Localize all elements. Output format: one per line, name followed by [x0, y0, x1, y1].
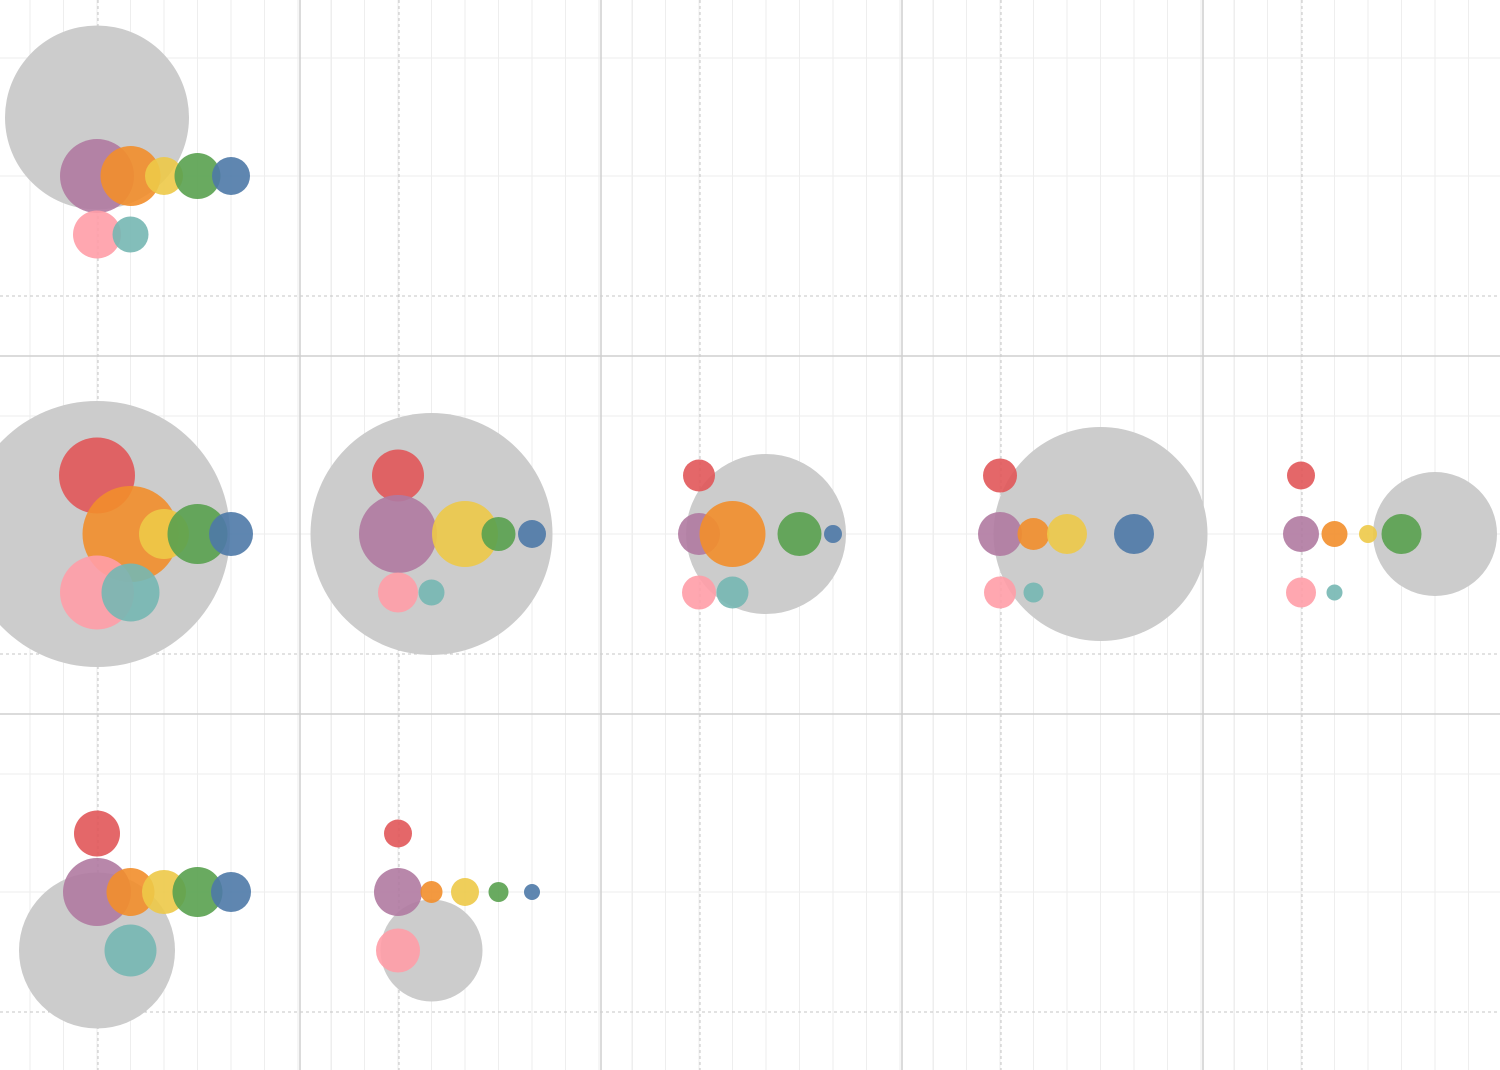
bubble-orange	[100, 146, 161, 206]
bubble-pink	[682, 575, 716, 610]
bubble-green	[172, 867, 223, 917]
bubble-yellow	[432, 501, 498, 567]
bubble-blue	[518, 520, 546, 548]
bubble-yellow	[1359, 525, 1377, 543]
bubble-blue	[212, 157, 250, 195]
bubble-pink	[376, 928, 420, 973]
panel-2-1	[374, 819, 540, 1002]
bubble-pink	[1286, 577, 1316, 608]
bubble-orange	[420, 881, 443, 903]
bubble-background	[1373, 472, 1497, 596]
bubble-teal	[1326, 584, 1343, 601]
panel-2-0	[19, 810, 251, 1029]
bubble-orange	[106, 868, 155, 916]
bubble-green	[167, 504, 228, 564]
bubble-purple	[374, 868, 422, 916]
bubble-green	[174, 153, 221, 199]
panel-1-4	[1283, 461, 1497, 608]
bubble-red	[683, 459, 715, 492]
bubble-orange	[699, 501, 766, 567]
bubble-blue	[824, 525, 842, 543]
bubble-background	[993, 427, 1208, 641]
bubble-yellow	[142, 870, 186, 914]
bubble-yellow	[451, 878, 479, 906]
panel-0-0	[5, 25, 250, 259]
bubble-green	[777, 512, 822, 556]
bubble-purple	[1283, 516, 1319, 552]
bubble-blue	[209, 512, 253, 556]
panel-1-3	[978, 427, 1208, 641]
bubble-blue	[524, 884, 540, 900]
bubble-green	[488, 882, 509, 902]
bubble-red	[372, 449, 424, 502]
bubble-blue	[211, 872, 251, 912]
bubble-red	[74, 810, 120, 857]
bubble-pink	[73, 210, 121, 259]
bubble-blue	[1114, 514, 1154, 554]
bubble-orange	[1321, 521, 1348, 547]
bubble-green	[481, 517, 516, 551]
panel-1-0	[0, 401, 253, 667]
bubble-orange	[1017, 518, 1050, 550]
bubble-layer	[0, 25, 1497, 1029]
bubble-teal	[104, 924, 157, 977]
bubble-red	[1287, 461, 1315, 490]
panel-1-2	[678, 454, 846, 614]
bubble-pink	[984, 576, 1016, 609]
bubble-teal	[1023, 582, 1044, 603]
bubble-green	[1381, 514, 1422, 554]
bubble-yellow	[1047, 514, 1087, 554]
bubble-background	[686, 454, 846, 614]
panel-1-1	[310, 413, 553, 655]
bubble-yellow	[145, 157, 183, 195]
bubble-teal	[101, 563, 160, 622]
bubble-purple	[978, 512, 1022, 556]
bubble-red	[384, 819, 412, 848]
bubble-background	[380, 899, 483, 1002]
bubble-purple	[359, 495, 437, 573]
bubble-teal	[112, 216, 149, 253]
bubble-pink	[378, 572, 418, 613]
bubble-teal	[418, 579, 445, 606]
bubble-red	[983, 458, 1017, 493]
bubble-teal	[716, 576, 749, 609]
